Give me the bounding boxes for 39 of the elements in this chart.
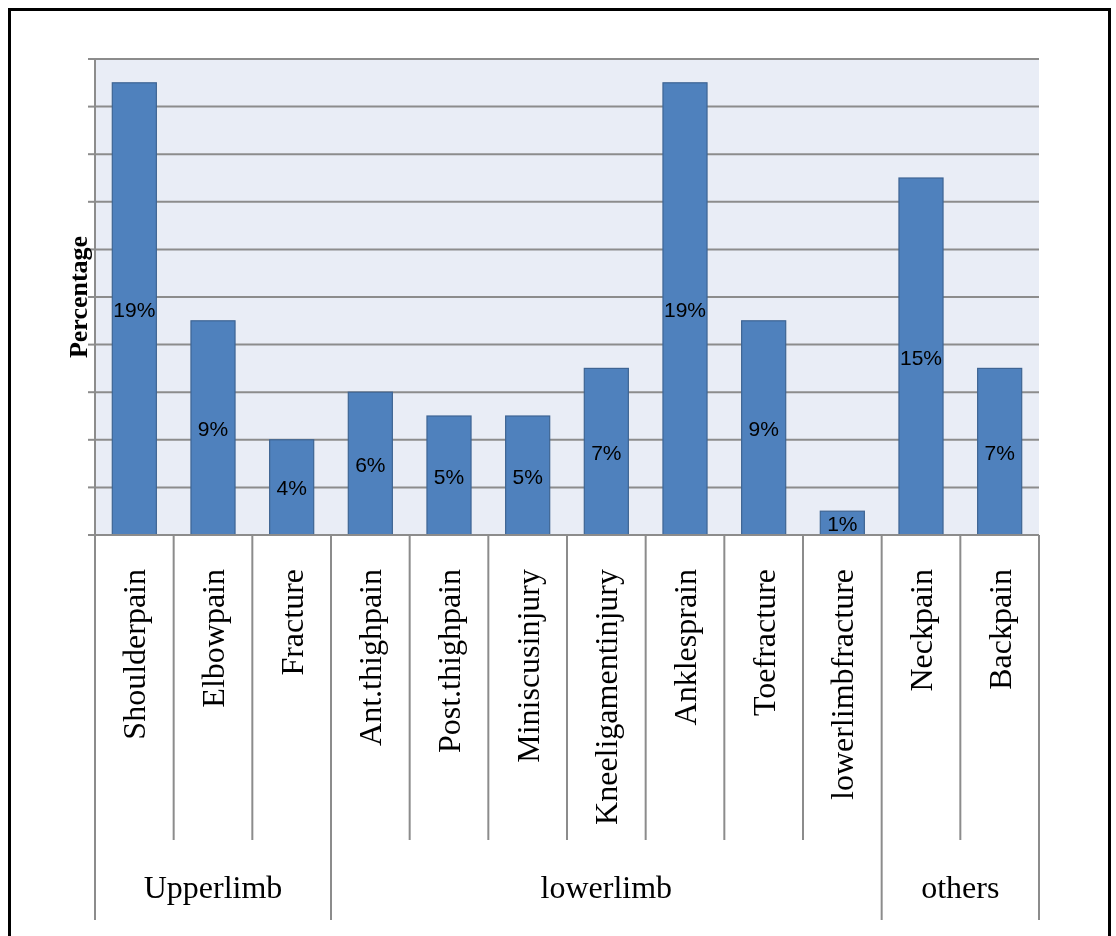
bar bbox=[426, 415, 472, 536]
data-label: 7% bbox=[984, 440, 1015, 464]
data-label: 5% bbox=[512, 464, 543, 487]
data-label: 4% bbox=[276, 475, 307, 499]
bar bbox=[190, 320, 236, 536]
data-label: 5% bbox=[433, 464, 465, 487]
bar bbox=[347, 391, 393, 536]
text: Upperlimb bbox=[143, 869, 283, 905]
bar bbox=[583, 367, 629, 536]
data-label: 15% bbox=[899, 345, 943, 368]
x-tick-label: Miniscusinjury bbox=[509, 569, 546, 763]
bar bbox=[977, 367, 1023, 536]
bar bbox=[505, 415, 551, 536]
data-label: 7% bbox=[591, 440, 622, 464]
x-tick-label: Anklesprain bbox=[667, 569, 703, 726]
text: lowerlimb bbox=[540, 869, 673, 905]
x-tick-label: Fracture bbox=[273, 569, 310, 676]
x-tick-label: Elbowpain bbox=[195, 569, 231, 708]
data-label: 9% bbox=[748, 416, 779, 440]
data-label: 1% bbox=[827, 511, 858, 535]
y-axis-title: Percentage bbox=[63, 235, 93, 359]
x-tick-label: Ant.thighpain bbox=[352, 569, 389, 746]
data-label: 19% bbox=[663, 297, 707, 321]
x-tick-label: Post.thighpain bbox=[431, 569, 467, 754]
x-tick-label: lowerlimbfracture bbox=[824, 569, 861, 800]
x-tick-label: Backpain bbox=[981, 569, 1018, 690]
bar bbox=[111, 82, 157, 536]
bar bbox=[269, 439, 315, 536]
bar bbox=[898, 177, 944, 536]
bar bbox=[741, 320, 787, 536]
x-tick-label: Neckpain bbox=[903, 569, 939, 692]
x-tick-label: Shoulderpain bbox=[116, 569, 153, 740]
data-label: 9% bbox=[197, 416, 229, 440]
x-tick-label: Kneeligamentinjury bbox=[588, 569, 625, 825]
x-tick-label: Toefracture bbox=[745, 569, 782, 716]
data-label: 6% bbox=[355, 452, 386, 476]
bar bbox=[662, 82, 708, 536]
text: others bbox=[921, 869, 1000, 905]
data-label: 19% bbox=[113, 297, 156, 321]
